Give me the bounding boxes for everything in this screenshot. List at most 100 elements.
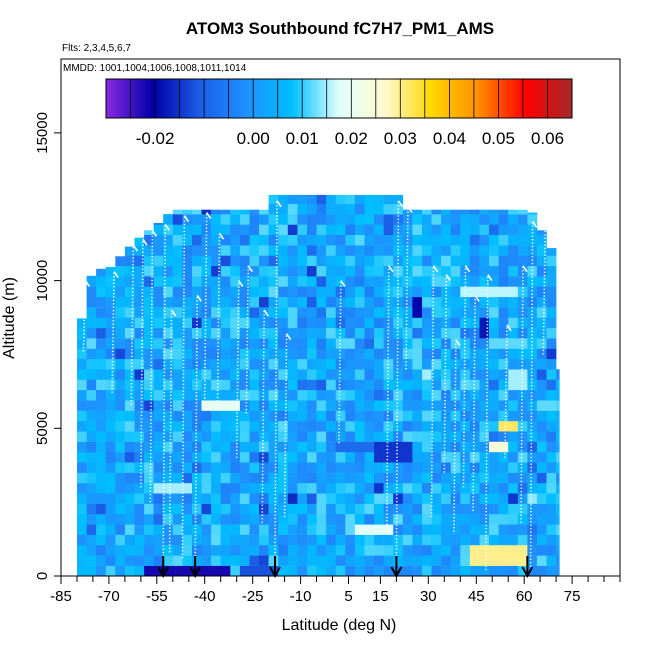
heatmap-cell bbox=[326, 524, 336, 535]
heatmap-cell bbox=[536, 348, 547, 360]
heatmap-cell bbox=[278, 224, 289, 235]
heatmap-cell bbox=[297, 451, 308, 463]
heatmap-cell bbox=[297, 234, 308, 246]
heatmap-cell bbox=[402, 503, 413, 515]
heatmap-cell bbox=[297, 410, 308, 422]
heatmap-cell bbox=[96, 493, 106, 504]
heatmap-cell bbox=[211, 209, 221, 215]
heatmap-cell bbox=[326, 493, 336, 504]
heatmap-cell bbox=[489, 410, 499, 422]
heatmap-cell bbox=[460, 534, 471, 546]
heatmap-cell bbox=[527, 545, 538, 556]
heatmap-cell bbox=[517, 431, 528, 442]
heatmap-cell bbox=[316, 431, 327, 442]
heatmap-cell bbox=[441, 472, 451, 484]
heatmap-cell bbox=[307, 400, 317, 411]
heatmap-cell bbox=[316, 234, 327, 246]
heatmap-cell bbox=[134, 441, 145, 453]
heatmap-cell bbox=[144, 451, 154, 463]
heatmap-cell bbox=[153, 224, 164, 235]
heatmap-cell bbox=[239, 400, 250, 411]
heatmap-cell bbox=[335, 472, 346, 484]
colorbar-swatch bbox=[289, 79, 293, 118]
heatmap-cell bbox=[354, 317, 365, 329]
heatmap-cell bbox=[517, 503, 528, 515]
heatmap-cell bbox=[441, 410, 451, 422]
heatmap-cell bbox=[287, 400, 298, 411]
heatmap-cell bbox=[144, 369, 154, 380]
heatmap-cell bbox=[268, 286, 279, 298]
heatmap-cell bbox=[316, 565, 327, 576]
heatmap-cell bbox=[124, 296, 135, 308]
heatmap-cell bbox=[201, 565, 212, 576]
heatmap-cell bbox=[364, 389, 375, 401]
colorbar-swatch bbox=[432, 79, 436, 118]
heatmap-cell bbox=[422, 565, 432, 576]
heatmap-cell bbox=[307, 255, 317, 267]
heatmap-cell bbox=[441, 545, 451, 556]
heatmap-cell bbox=[335, 369, 346, 380]
x-tick-label: -10 bbox=[290, 588, 312, 605]
heatmap-cell bbox=[517, 358, 528, 370]
heatmap-cell bbox=[364, 410, 375, 422]
heatmap-cell bbox=[134, 389, 145, 401]
heatmap-cell bbox=[527, 534, 538, 546]
heatmap-cell bbox=[364, 234, 375, 246]
heatmap-cell bbox=[182, 534, 193, 546]
heatmap-cell bbox=[335, 451, 346, 463]
heatmap-cell bbox=[86, 534, 97, 546]
heatmap-cell bbox=[105, 503, 116, 515]
heatmap-cell bbox=[239, 410, 250, 422]
heatmap-cell bbox=[460, 451, 471, 463]
heatmap-cell bbox=[163, 503, 174, 515]
heatmap-cell bbox=[374, 462, 384, 473]
heatmap-cell bbox=[211, 214, 221, 225]
heatmap-cell bbox=[546, 431, 557, 442]
heatmap-cell bbox=[144, 255, 154, 267]
heatmap-cell bbox=[172, 255, 183, 267]
heatmap-cell bbox=[556, 451, 560, 463]
colorbar-swatch bbox=[446, 79, 450, 118]
heatmap-cell bbox=[134, 410, 145, 422]
heatmap-cell bbox=[498, 214, 509, 225]
heatmap-cell bbox=[412, 296, 423, 308]
heatmap-cell bbox=[77, 327, 87, 339]
heatmap-cell bbox=[134, 369, 145, 380]
heatmap-cell bbox=[201, 338, 212, 349]
heatmap-cell bbox=[220, 317, 231, 329]
heatmap-cell bbox=[105, 482, 116, 494]
heatmap-cell bbox=[192, 545, 202, 556]
heatmap-cell bbox=[297, 327, 308, 339]
heatmap-cell bbox=[297, 503, 308, 515]
heatmap-cell bbox=[498, 358, 509, 370]
heatmap-cell bbox=[383, 431, 394, 442]
heatmap-cell bbox=[556, 565, 560, 576]
heatmap-cell bbox=[172, 410, 183, 422]
heatmap-cell bbox=[192, 307, 202, 318]
heatmap-cell bbox=[508, 534, 519, 546]
heatmap-cell bbox=[316, 296, 327, 308]
heatmap-cell bbox=[517, 255, 528, 267]
heatmap-cell bbox=[86, 472, 97, 484]
colorbar-swatch bbox=[444, 79, 448, 118]
heatmap-cell bbox=[508, 524, 519, 535]
heatmap-cell bbox=[239, 224, 250, 235]
heatmap-cell bbox=[134, 514, 145, 525]
heatmap-cell bbox=[546, 524, 557, 535]
heatmap-cell bbox=[536, 276, 547, 287]
heatmap-cell bbox=[115, 472, 126, 484]
colorbar-swatch bbox=[331, 79, 335, 118]
heatmap-cell bbox=[412, 514, 423, 525]
heatmap-cell bbox=[201, 286, 212, 298]
colorbar-swatch bbox=[258, 79, 261, 118]
heatmap-cell bbox=[172, 451, 183, 463]
heatmap-cell bbox=[115, 379, 126, 391]
heatmap-cell bbox=[354, 286, 365, 298]
heatmap-cell bbox=[364, 194, 375, 205]
heatmap-cell bbox=[201, 493, 212, 504]
heatmap-cell bbox=[489, 327, 499, 339]
heatmap-cell bbox=[460, 503, 471, 515]
heatmap-cell bbox=[546, 534, 557, 546]
heatmap-cell bbox=[115, 451, 126, 463]
heatmap-cell bbox=[115, 534, 126, 546]
